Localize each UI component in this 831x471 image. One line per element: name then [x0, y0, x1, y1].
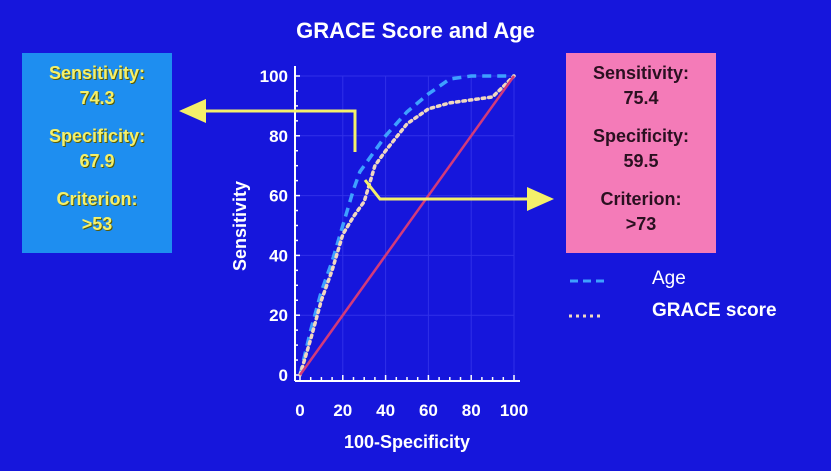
grace-specificity-label: Specificity: — [592, 126, 690, 146]
y-tick-label: 60 — [269, 187, 288, 206]
age-cutoff-arrow — [179, 99, 357, 152]
age-sensitivity-value: 74.3 — [79, 88, 115, 108]
grace-criterion-label: Criterion: — [600, 189, 682, 209]
y-tick-label: 0 — [279, 366, 288, 385]
grace-specificity-value: 59.5 — [623, 151, 659, 171]
age-criterion-label: Criterion: — [56, 189, 138, 209]
age-cutoff-box: Sensitivity: 74.3 Specificity: 67.9 Crit… — [22, 53, 172, 253]
legend-grace-label: GRACE score — [652, 300, 777, 321]
chart-title: GRACE Score and Age — [296, 18, 535, 43]
x-tick-label: 0 — [295, 401, 304, 420]
x-tick-label: 80 — [462, 401, 481, 420]
x-tick-label: 100 — [500, 401, 528, 420]
legend-age-label: Age — [652, 268, 686, 289]
age-sensitivity-label: Sensitivity: — [48, 63, 146, 83]
y-tick-label: 40 — [269, 246, 288, 265]
grace-roc-curve — [298, 74, 516, 377]
y-tick-label: 100 — [260, 67, 288, 86]
age-specificity-value: 67.9 — [79, 151, 115, 171]
x-tick-label: 40 — [376, 401, 395, 420]
grace-sensitivity-label: Sensitivity: — [592, 63, 690, 83]
x-axis-label: 100-Specificity — [344, 432, 470, 452]
y-tick-label: 20 — [269, 306, 288, 325]
y-axis-label: Sensitivity — [230, 181, 250, 271]
age-specificity-label: Specificity: — [48, 126, 146, 146]
grace-sensitivity-value: 75.4 — [623, 88, 659, 108]
grace-cutoff-arrow — [363, 179, 554, 211]
x-tick-label: 20 — [333, 401, 352, 420]
grace-cutoff-box: Sensitivity: 75.4 Specificity: 59.5 Crit… — [566, 53, 716, 253]
reference-diagonal-line — [298, 75, 516, 376]
grace-criterion-value: >73 — [625, 214, 657, 234]
y-tick-label: 80 — [269, 127, 288, 146]
age-criterion-value: >53 — [81, 214, 113, 234]
age-roc-curve — [298, 74, 514, 376]
x-tick-label: 60 — [419, 401, 438, 420]
